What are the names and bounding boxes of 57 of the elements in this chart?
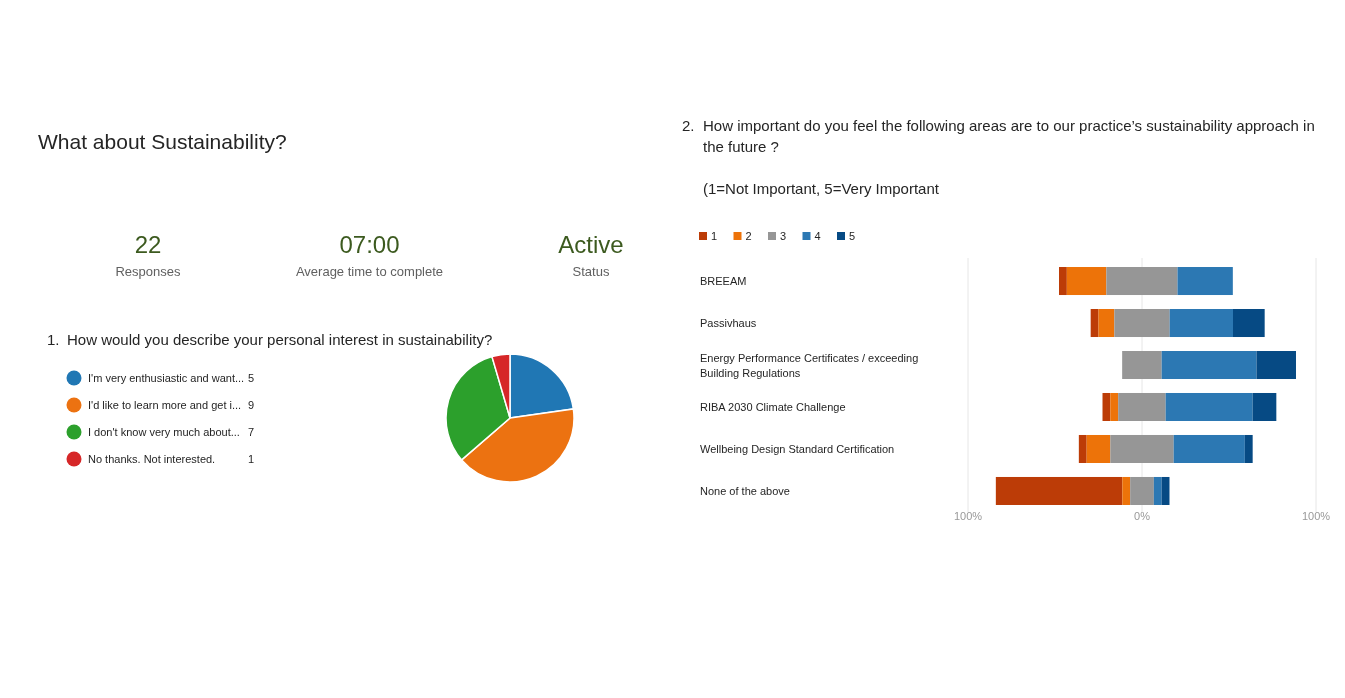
data-label: 9 (248, 399, 255, 411)
y-tick-label: None of the above (700, 484, 790, 497)
data-label: 1 (248, 453, 255, 465)
bar (1098, 309, 1115, 338)
text: Responses (115, 264, 182, 279)
bar (1059, 267, 1067, 296)
legend-label: 5 (849, 230, 856, 242)
legend-label: 3 (780, 230, 787, 242)
text: (1=Not Important, 5=Very Important (703, 180, 940, 197)
bar (1090, 309, 1099, 338)
bar (995, 476, 1123, 505)
y-tick-label: BREEAM (700, 275, 747, 288)
chart-title: 2. How important do you feel the following areas are to our practice’s sustainability approach in the future ? (682, 117, 1315, 155)
x-tick-label: 0% (1134, 510, 1151, 522)
y-tick-label: Energy Performance Certificates / exceeding Building Regulations (700, 351, 919, 379)
legend-label: I don't know very much about... (88, 426, 240, 438)
text: Active (558, 231, 624, 258)
data-label: 7 (248, 426, 255, 438)
bar (1110, 434, 1174, 463)
bar (1153, 476, 1162, 505)
bar (1066, 267, 1107, 296)
data-label: 5 (248, 372, 255, 384)
text: Average time to complete (295, 264, 444, 279)
bar (1177, 267, 1233, 296)
legend-label: I'd like to learn more and get i... (88, 399, 242, 411)
bar (1122, 476, 1131, 505)
chart-title: 1. How would you describe your personal interest in sustainability? (47, 331, 493, 348)
y-tick-label: RIBA 2030 Climate Challenge (700, 401, 846, 413)
x-tick-label: 100% (1301, 510, 1331, 522)
bar (1252, 392, 1277, 421)
text: 07:00 (339, 231, 400, 258)
y-tick-label: Passivhaus (700, 317, 757, 330)
legend-label: 2 (745, 230, 752, 242)
bar (1244, 434, 1253, 463)
bar (1256, 351, 1296, 380)
bar (1086, 434, 1111, 463)
bar (1165, 392, 1253, 421)
bar (1078, 434, 1087, 463)
bar (1122, 351, 1162, 380)
bar (1169, 309, 1234, 338)
bar (1161, 351, 1257, 380)
bar (1118, 392, 1166, 421)
text: What about Sustainability? (38, 130, 287, 153)
bar (1110, 392, 1119, 421)
legend-label: No thanks. Not interested. (88, 453, 216, 465)
legend-label: I'm very enthusiastic and want... (88, 372, 245, 384)
bar (1233, 309, 1265, 338)
y-tick-label: Wellbeing Design Standard Certification (700, 442, 895, 455)
bar (1114, 309, 1170, 338)
legend-label: 1 (711, 230, 718, 242)
bar (1173, 434, 1245, 463)
bar (1130, 476, 1154, 505)
legend-label: 4 (814, 230, 821, 242)
x-tick-label: 100% (953, 510, 983, 522)
text: Status (572, 264, 610, 279)
bar (1106, 267, 1178, 296)
text: 22 (134, 231, 162, 258)
